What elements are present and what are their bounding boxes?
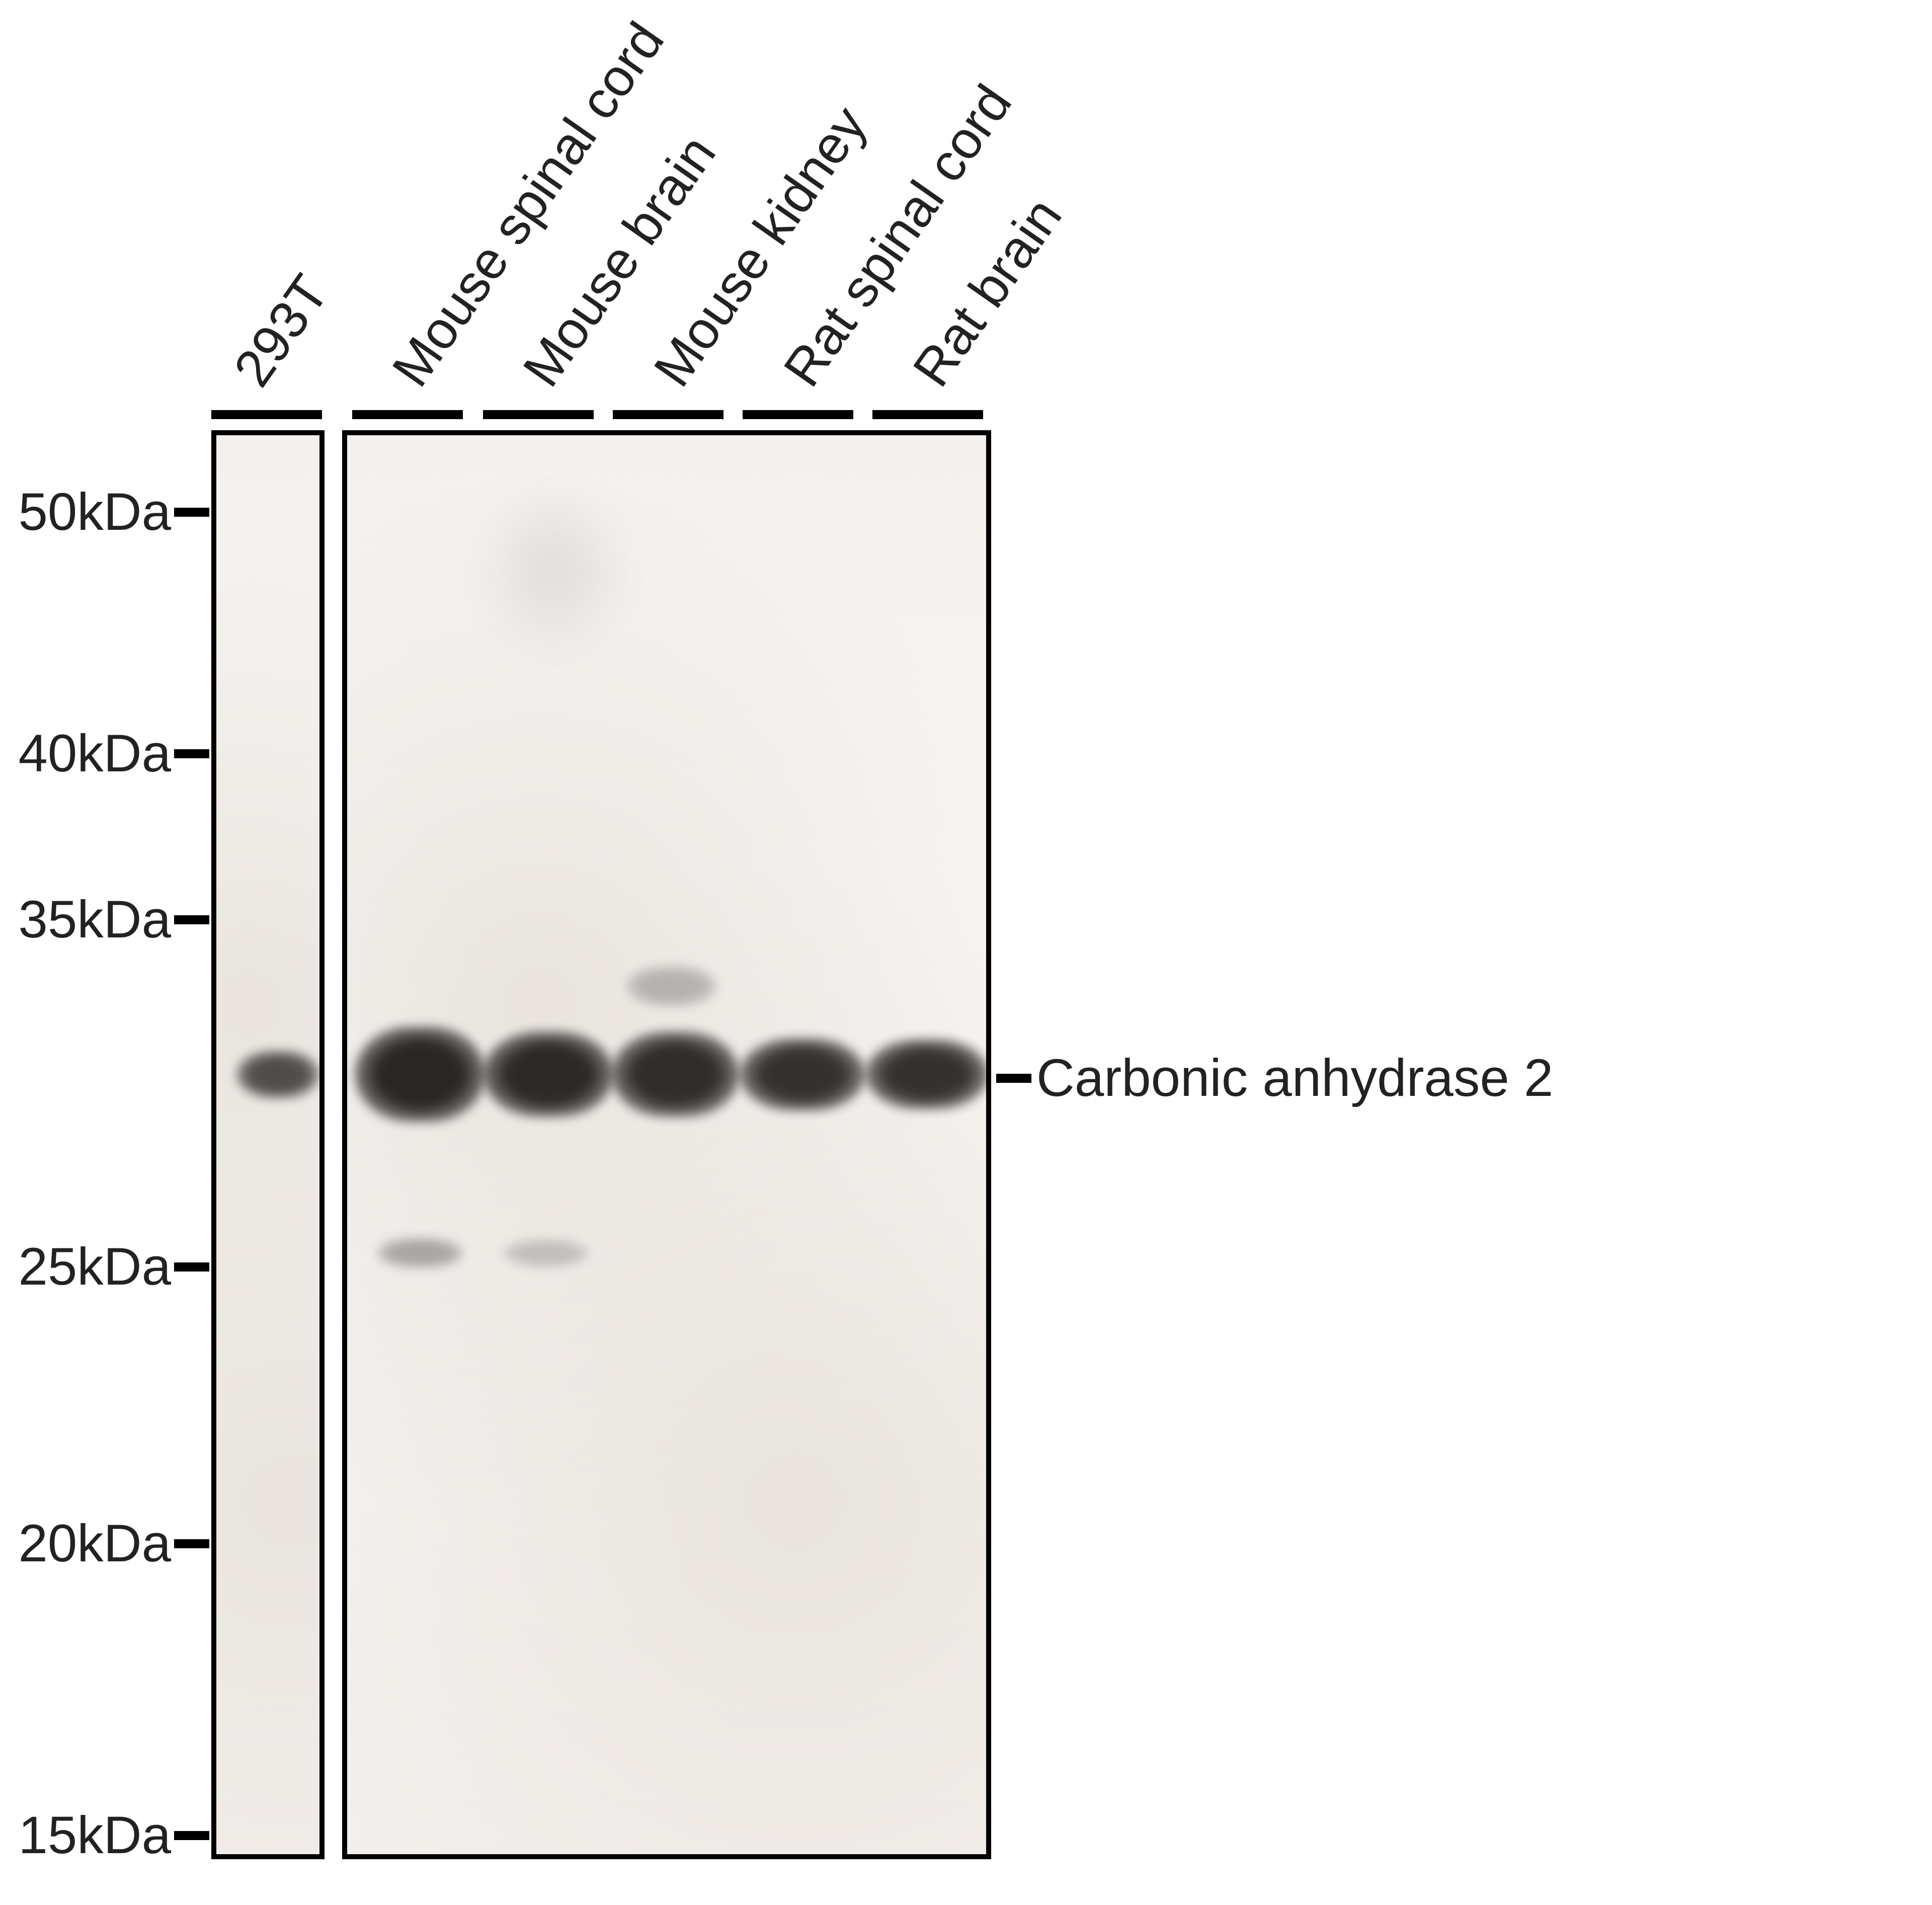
mw-marker-tick (174, 749, 209, 758)
blot-band (483, 1031, 614, 1117)
blot-panel-293t (211, 430, 325, 1859)
mw-marker-label: 15kDa (0, 1805, 171, 1866)
blot-band (503, 1239, 589, 1267)
mw-marker: 15kDa (0, 1805, 209, 1866)
lane-tick (613, 410, 723, 419)
blot-band (236, 1051, 319, 1098)
western-blot-figure: 293TMouse spinal cordMouse brainMouse ki… (0, 0, 1932, 1905)
mw-marker: 35kDa (0, 890, 209, 950)
blot-band (377, 1238, 463, 1268)
target-label-text: Carbonic anhydrase 2 (1036, 1048, 1553, 1108)
lane-label: 293T (222, 264, 341, 398)
mw-marker: 50kDa (0, 482, 209, 542)
mw-marker-label: 35kDa (0, 890, 171, 950)
mw-marker: 20kDa (0, 1514, 209, 1574)
mw-marker: 40kDa (0, 724, 209, 784)
blot-smudge (473, 478, 634, 659)
lane-tick (483, 410, 594, 419)
target-label-tick (996, 1074, 1031, 1083)
lane-tick (352, 410, 463, 419)
mw-marker-label: 20kDa (0, 1514, 171, 1574)
blot-band (355, 1026, 486, 1122)
mw-marker-label: 25kDa (0, 1237, 171, 1297)
mw-marker-tick (174, 915, 209, 924)
mw-marker-tick (174, 1262, 209, 1272)
mw-marker-label: 50kDa (0, 482, 171, 542)
blot-band (626, 966, 717, 1006)
lane-tick (872, 410, 983, 419)
mw-marker-tick (174, 508, 209, 517)
mw-marker-label: 40kDa (0, 724, 171, 784)
blot-band (865, 1039, 989, 1109)
lane-tick (743, 410, 853, 419)
blot-band (611, 1031, 740, 1117)
mw-marker-tick (174, 1831, 209, 1840)
lane-tick (211, 410, 322, 419)
mw-marker-tick (174, 1539, 209, 1548)
blot-panel-tissues (342, 430, 991, 1859)
mw-marker: 25kDa (0, 1237, 209, 1297)
target-label-row: Carbonic anhydrase 2 (996, 1048, 1553, 1108)
blot-band (740, 1038, 865, 1111)
